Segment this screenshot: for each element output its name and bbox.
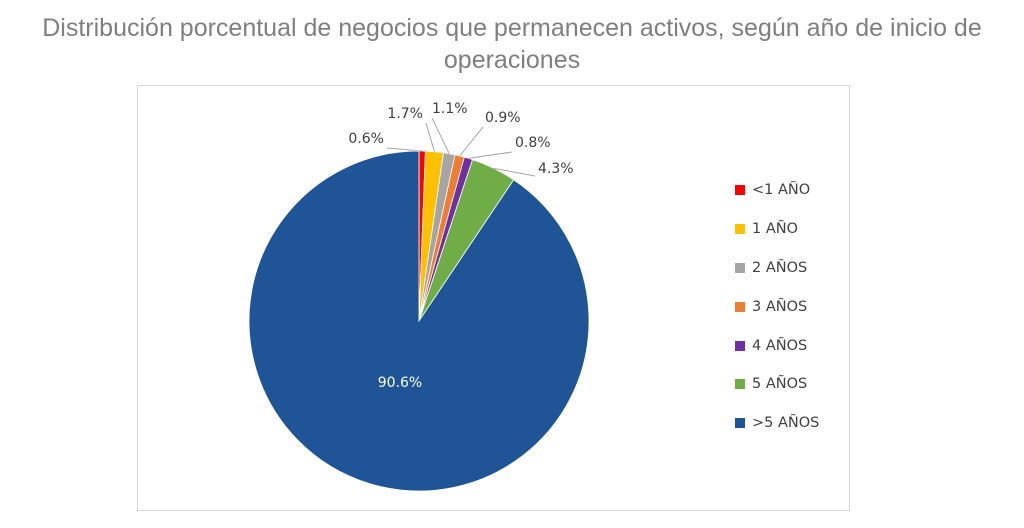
leader-line <box>386 147 423 152</box>
leader-line <box>493 167 536 177</box>
legend-swatch <box>735 262 745 273</box>
data-label: 0.9% <box>485 110 521 126</box>
legend-label: >5 AÑOS <box>752 415 820 432</box>
legend-item: 2 AÑOS <box>735 249 819 288</box>
legend: <1 AÑO 1 AÑO 2 AÑOS 3 AÑOS 4 AÑOS 5 AÑOS >5 AÑ… <box>735 171 819 443</box>
leader-line <box>459 126 484 157</box>
legend-label: 4 AÑOS <box>752 337 808 354</box>
legend-item: 4 AÑOS <box>735 326 819 365</box>
data-label: 90.6% <box>378 375 422 391</box>
legend-label: 3 AÑOS <box>752 298 808 315</box>
legend-swatch <box>735 379 745 390</box>
chart-title: Distribución porcentual de negocios que … <box>42 14 982 74</box>
legend-swatch <box>735 418 745 429</box>
pie-slice <box>248 150 590 492</box>
data-label: 4.3% <box>538 161 574 177</box>
legend-label: <1 AÑO <box>752 182 811 199</box>
legend-swatch <box>735 224 745 235</box>
legend-swatch <box>735 301 745 312</box>
legend-item: 1 AÑO <box>735 210 819 249</box>
legend-item: >5 AÑOS <box>735 404 819 443</box>
legend-swatch <box>735 185 745 196</box>
legend-label: 5 AÑOS <box>752 376 808 393</box>
data-label: 0.8% <box>515 135 551 151</box>
legend-item: 5 AÑOS <box>735 365 819 404</box>
leader-line <box>468 151 513 159</box>
data-label: 0.6% <box>348 131 384 147</box>
leader-line <box>425 122 435 152</box>
legend-item: 3 AÑOS <box>735 287 819 326</box>
legend-label: 1 AÑO <box>752 221 799 238</box>
data-label: 1.7% <box>387 106 423 122</box>
leader-line <box>431 117 450 154</box>
data-label: 1.1% <box>432 101 468 117</box>
legend-label: 2 AÑOS <box>752 259 808 276</box>
legend-swatch <box>735 340 745 351</box>
legend-item: <1 AÑO <box>735 171 819 210</box>
